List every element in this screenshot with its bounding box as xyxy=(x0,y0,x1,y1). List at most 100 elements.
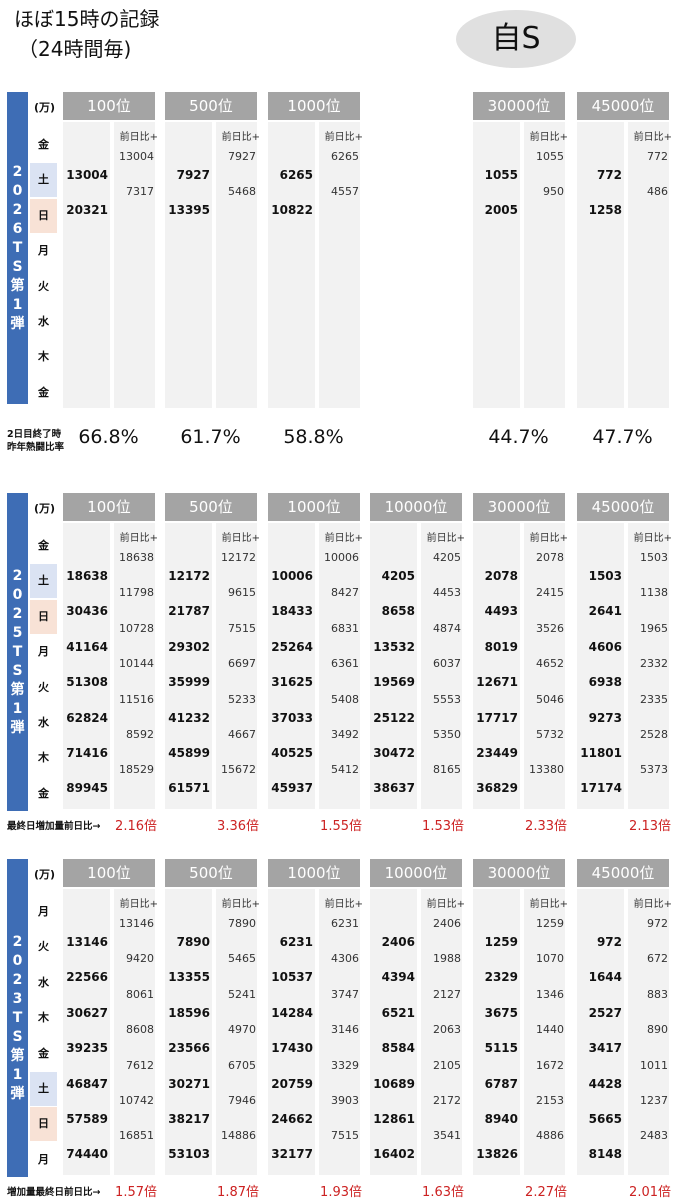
rank-values-panel xyxy=(165,523,212,809)
ratio-label-line: 昨年熱闘比率 xyxy=(7,442,65,453)
rank-value: 4493 xyxy=(484,604,518,619)
diff-header: 前日比+ xyxy=(221,899,260,910)
diff-values-panel xyxy=(216,122,257,408)
rank-values-panel xyxy=(63,889,110,1175)
diff-header: 前日比+ xyxy=(324,533,363,544)
diff-values-panel xyxy=(114,122,155,408)
day-label: 木 xyxy=(38,350,49,364)
event-label-char: 0 xyxy=(12,586,23,603)
multiplier-value: 1.55倍 xyxy=(320,819,362,834)
rank-column: 100位 前日比+ 13146 22566 30627 39235 46847 57589 74… xyxy=(63,859,162,1179)
rank-value: 1258 xyxy=(588,203,622,218)
multiplier-value: 2.16倍 xyxy=(115,819,157,834)
rank-column: 10000位 前日比+ 2406 4394 6521 8584 10689 12861 1640… xyxy=(370,859,469,1179)
rank-value: 41232 xyxy=(168,710,210,725)
diff-value: 4557 xyxy=(331,185,359,199)
diff-header: 前日比+ xyxy=(324,132,363,143)
rank-column: 30000位 前日比+ 1259 2329 3675 5115 6787 8940 13826 1… xyxy=(473,859,572,1179)
rank-value: 29302 xyxy=(168,639,210,654)
diff-value: 2528 xyxy=(640,728,668,741)
rank-value: 8019 xyxy=(484,639,518,654)
diff-value: 10144 xyxy=(119,657,154,671)
day-label: 火 xyxy=(38,680,49,694)
rank-value: 39235 xyxy=(66,1041,108,1056)
day-label: 金 xyxy=(38,786,49,800)
diff-value: 6697 xyxy=(228,657,256,671)
diff-values-panel xyxy=(216,889,257,1175)
page-subtitle: （24時間毎) xyxy=(18,37,132,61)
multiplier-value: 1.87倍 xyxy=(217,1185,259,1200)
diff-value: 3747 xyxy=(331,987,359,1001)
rank-column: 500位 前日比+ 7927 13395 7927 5468 xyxy=(165,92,264,412)
multiplier-value: 2.27倍 xyxy=(525,1185,567,1200)
event-label-char: S xyxy=(12,1028,23,1045)
rank-value: 13826 xyxy=(476,1147,518,1162)
diff-values-panel xyxy=(524,122,565,408)
ratio-value: 44.7% xyxy=(488,426,549,448)
rank-values-panel xyxy=(577,889,624,1175)
rank-value: 1259 xyxy=(484,935,518,949)
rank-value: 30271 xyxy=(168,1076,210,1091)
diff-header: 前日比+ xyxy=(324,899,363,910)
rank-value: 89945 xyxy=(66,781,108,796)
rank-header: 1000位 xyxy=(268,92,360,120)
rank-values-panel xyxy=(268,523,315,809)
diff-value: 2406 xyxy=(433,917,461,930)
rank-value: 16402 xyxy=(373,1147,415,1162)
rank-values-panel xyxy=(63,523,110,809)
diff-value: 4652 xyxy=(536,657,564,671)
diff-header: 前日比+ xyxy=(221,132,260,143)
diff-value: 2483 xyxy=(640,1129,668,1143)
diff-value: 11798 xyxy=(119,586,154,600)
ranking-section: 2 0 2 6 T S 第 1 弾 (万) 金土日月火水木金 100位 前日比+ 13004 20321 13… xyxy=(0,92,675,453)
event-label-char: 第 xyxy=(10,681,25,698)
rank-value: 10006 xyxy=(271,569,313,583)
diff-value: 1988 xyxy=(433,952,461,966)
rank-value: 13146 xyxy=(66,935,108,949)
rank-header: 500位 xyxy=(165,92,257,120)
diff-value: 5373 xyxy=(640,763,668,777)
rank-column: 1000位 前日比+ 6265 10822 6265 4557 xyxy=(268,92,367,412)
diff-value: 3329 xyxy=(331,1058,359,1072)
rank-value: 13532 xyxy=(373,639,415,654)
rank-value: 53103 xyxy=(168,1147,210,1162)
rank-header: 10000位 xyxy=(370,859,462,887)
day-label: 月 xyxy=(38,905,49,918)
day-label: 月 xyxy=(38,244,49,258)
event-label-char: 第 xyxy=(10,1047,25,1064)
rank-header: 100位 xyxy=(63,493,155,521)
rank-value: 41164 xyxy=(66,639,108,654)
diff-value: 2335 xyxy=(640,692,668,706)
day-label: 金 xyxy=(38,385,49,399)
diff-value: 7890 xyxy=(228,917,256,930)
day-label: 金 xyxy=(38,1046,49,1060)
rank-value: 4394 xyxy=(381,970,415,985)
diff-value: 4306 xyxy=(331,952,359,966)
diff-values-panel xyxy=(319,122,360,408)
rank-column: 500位 前日比+ 12172 21787 29302 35999 41232 45899 61… xyxy=(165,493,264,813)
rank-value: 24662 xyxy=(271,1112,313,1126)
diff-value: 4453 xyxy=(433,586,461,600)
diff-value: 1672 xyxy=(536,1058,564,1072)
diff-header: 前日比+ xyxy=(426,899,465,910)
rank-value: 6938 xyxy=(588,675,622,690)
diff-values-panel xyxy=(216,523,257,809)
diff-value: 2105 xyxy=(433,1058,461,1072)
rank-value: 5665 xyxy=(588,1112,622,1126)
diff-value: 15672 xyxy=(221,763,256,777)
day-label: 金 xyxy=(38,138,49,151)
rank-header: 45000位 xyxy=(577,92,669,120)
rank-value: 30436 xyxy=(66,604,108,619)
rank-value: 8940 xyxy=(484,1112,518,1126)
rank-value: 19569 xyxy=(373,675,415,690)
diff-value: 7317 xyxy=(126,185,154,199)
diff-value: 1138 xyxy=(640,586,668,600)
rank-value: 30627 xyxy=(66,1005,108,1020)
rank-value: 31625 xyxy=(271,675,313,690)
diff-value: 772 xyxy=(647,150,668,163)
rank-values-panel xyxy=(268,122,315,408)
rank-column: 1000位 前日比+ 10006 18433 25264 31625 37033 40525 4… xyxy=(268,493,367,813)
diff-value: 6231 xyxy=(331,917,359,930)
rank-value: 4606 xyxy=(588,639,622,654)
